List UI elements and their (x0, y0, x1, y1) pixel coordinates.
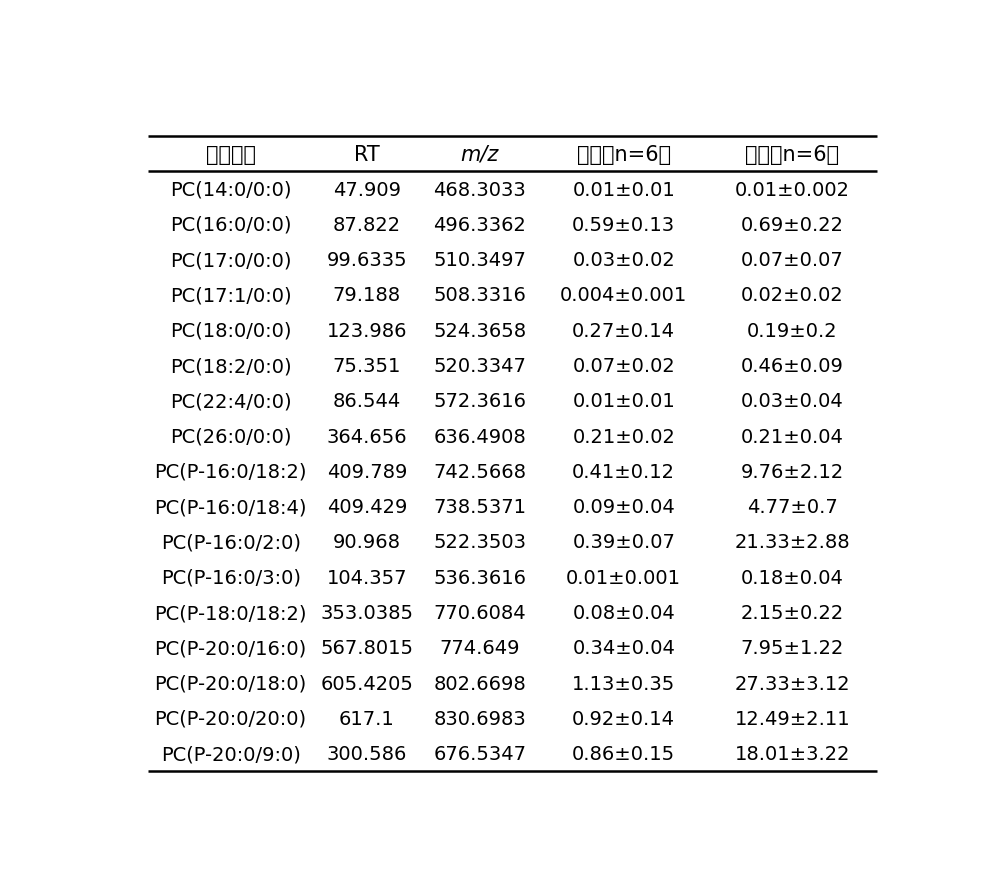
Text: 0.02±0.02: 0.02±0.02 (741, 286, 844, 305)
Text: 90.968: 90.968 (333, 532, 401, 552)
Text: 18.01±3.22: 18.01±3.22 (735, 744, 850, 764)
Text: 0.03±0.04: 0.03±0.04 (741, 392, 844, 411)
Text: 0.69±0.22: 0.69±0.22 (741, 215, 844, 235)
Text: 9.76±2.12: 9.76±2.12 (741, 462, 844, 481)
Text: 524.3658: 524.3658 (433, 322, 526, 340)
Text: 0.01±0.01: 0.01±0.01 (572, 181, 675, 199)
Text: 99.6335: 99.6335 (326, 251, 407, 270)
Text: PC(17:1/0:0): PC(17:1/0:0) (170, 286, 291, 305)
Text: 86.544: 86.544 (333, 392, 401, 411)
Text: PC(22:4/0:0): PC(22:4/0:0) (170, 392, 291, 411)
Text: 567.8015: 567.8015 (320, 639, 413, 657)
Text: 605.4205: 605.4205 (320, 674, 413, 693)
Text: 79.188: 79.188 (333, 286, 401, 305)
Text: PC(P-16:0/2:0): PC(P-16:0/2:0) (161, 532, 301, 552)
Text: 47.909: 47.909 (333, 181, 401, 199)
Text: PC(P-20:0/9:0): PC(P-20:0/9:0) (161, 744, 301, 764)
Text: 468.3033: 468.3033 (434, 181, 526, 199)
Text: 2.15±0.22: 2.15±0.22 (741, 603, 844, 622)
Text: 0.09±0.04: 0.09±0.04 (572, 498, 675, 517)
Text: 676.5347: 676.5347 (433, 744, 526, 764)
Text: PC(26:0/0:0): PC(26:0/0:0) (170, 427, 291, 447)
Text: 27.33±3.12: 27.33±3.12 (735, 674, 850, 693)
Text: 7.95±1.22: 7.95±1.22 (741, 639, 844, 657)
Text: 409.429: 409.429 (327, 498, 407, 517)
Text: 0.19±0.2: 0.19±0.2 (747, 322, 838, 340)
Text: 738.5371: 738.5371 (433, 498, 526, 517)
Text: 536.3616: 536.3616 (433, 568, 526, 587)
Text: 0.004±0.001: 0.004±0.001 (560, 286, 687, 305)
Text: 羊乳（n=6）: 羊乳（n=6） (745, 144, 839, 165)
Text: 0.59±0.13: 0.59±0.13 (572, 215, 675, 235)
Text: PC(P-20:0/20:0): PC(P-20:0/20:0) (155, 709, 307, 728)
Text: PC(P-16:0/3:0): PC(P-16:0/3:0) (161, 568, 301, 587)
Text: 104.357: 104.357 (327, 568, 407, 587)
Text: 520.3347: 520.3347 (433, 357, 526, 376)
Text: 774.649: 774.649 (440, 639, 520, 657)
Text: PC(P-16:0/18:2): PC(P-16:0/18:2) (154, 462, 307, 481)
Text: 508.3316: 508.3316 (433, 286, 526, 305)
Text: PC(P-20:0/16:0): PC(P-20:0/16:0) (155, 639, 307, 657)
Text: 0.07±0.07: 0.07±0.07 (741, 251, 844, 270)
Text: PC(P-18:0/18:2): PC(P-18:0/18:2) (154, 603, 307, 622)
Text: 0.01±0.002: 0.01±0.002 (735, 181, 850, 199)
Text: 牛乳（n=6）: 牛乳（n=6） (577, 144, 671, 165)
Text: 510.3497: 510.3497 (433, 251, 526, 270)
Text: 87.822: 87.822 (333, 215, 401, 235)
Text: 0.92±0.14: 0.92±0.14 (572, 709, 675, 728)
Text: 742.5668: 742.5668 (433, 462, 526, 481)
Text: 1.13±0.35: 1.13±0.35 (572, 674, 675, 693)
Text: PC(14:0/0:0): PC(14:0/0:0) (170, 181, 291, 199)
Text: 0.39±0.07: 0.39±0.07 (572, 532, 675, 552)
Text: 802.6698: 802.6698 (434, 674, 526, 693)
Text: PC(17:0/0:0): PC(17:0/0:0) (170, 251, 291, 270)
Text: 脂质种类: 脂质种类 (206, 144, 256, 165)
Text: 0.21±0.04: 0.21±0.04 (741, 427, 844, 447)
Text: 617.1: 617.1 (339, 709, 395, 728)
Text: 4.77±0.7: 4.77±0.7 (747, 498, 838, 517)
Text: 300.586: 300.586 (327, 744, 407, 764)
Text: 0.18±0.04: 0.18±0.04 (741, 568, 844, 587)
Text: 572.3616: 572.3616 (433, 392, 526, 411)
Text: 0.01±0.01: 0.01±0.01 (572, 392, 675, 411)
Text: 0.03±0.02: 0.03±0.02 (572, 251, 675, 270)
Text: 0.07±0.02: 0.07±0.02 (572, 357, 675, 376)
Text: 364.656: 364.656 (326, 427, 407, 447)
Text: 0.46±0.09: 0.46±0.09 (741, 357, 844, 376)
Text: PC(18:2/0:0): PC(18:2/0:0) (170, 357, 291, 376)
Text: 830.6983: 830.6983 (434, 709, 526, 728)
Text: 0.34±0.04: 0.34±0.04 (572, 639, 675, 657)
Text: PC(18:0/0:0): PC(18:0/0:0) (170, 322, 291, 340)
Text: 636.4908: 636.4908 (434, 427, 526, 447)
Text: 75.351: 75.351 (333, 357, 401, 376)
Text: RT: RT (354, 144, 380, 165)
Text: 12.49±2.11: 12.49±2.11 (735, 709, 850, 728)
Text: PC(16:0/0:0): PC(16:0/0:0) (170, 215, 291, 235)
Text: 123.986: 123.986 (327, 322, 407, 340)
Text: 770.6084: 770.6084 (434, 603, 526, 622)
Text: 0.86±0.15: 0.86±0.15 (572, 744, 675, 764)
Text: 353.0385: 353.0385 (320, 603, 413, 622)
Text: 0.08±0.04: 0.08±0.04 (572, 603, 675, 622)
Text: 0.01±0.001: 0.01±0.001 (566, 568, 681, 587)
Text: 0.41±0.12: 0.41±0.12 (572, 462, 675, 481)
Text: 0.27±0.14: 0.27±0.14 (572, 322, 675, 340)
Text: 496.3362: 496.3362 (433, 215, 526, 235)
Text: 0.21±0.02: 0.21±0.02 (572, 427, 675, 447)
Text: 409.789: 409.789 (327, 462, 407, 481)
Text: 21.33±2.88: 21.33±2.88 (735, 532, 850, 552)
Text: PC(P-16:0/18:4): PC(P-16:0/18:4) (154, 498, 307, 517)
Text: 522.3503: 522.3503 (433, 532, 526, 552)
Text: m/z: m/z (461, 144, 499, 165)
Text: PC(P-20:0/18:0): PC(P-20:0/18:0) (155, 674, 307, 693)
